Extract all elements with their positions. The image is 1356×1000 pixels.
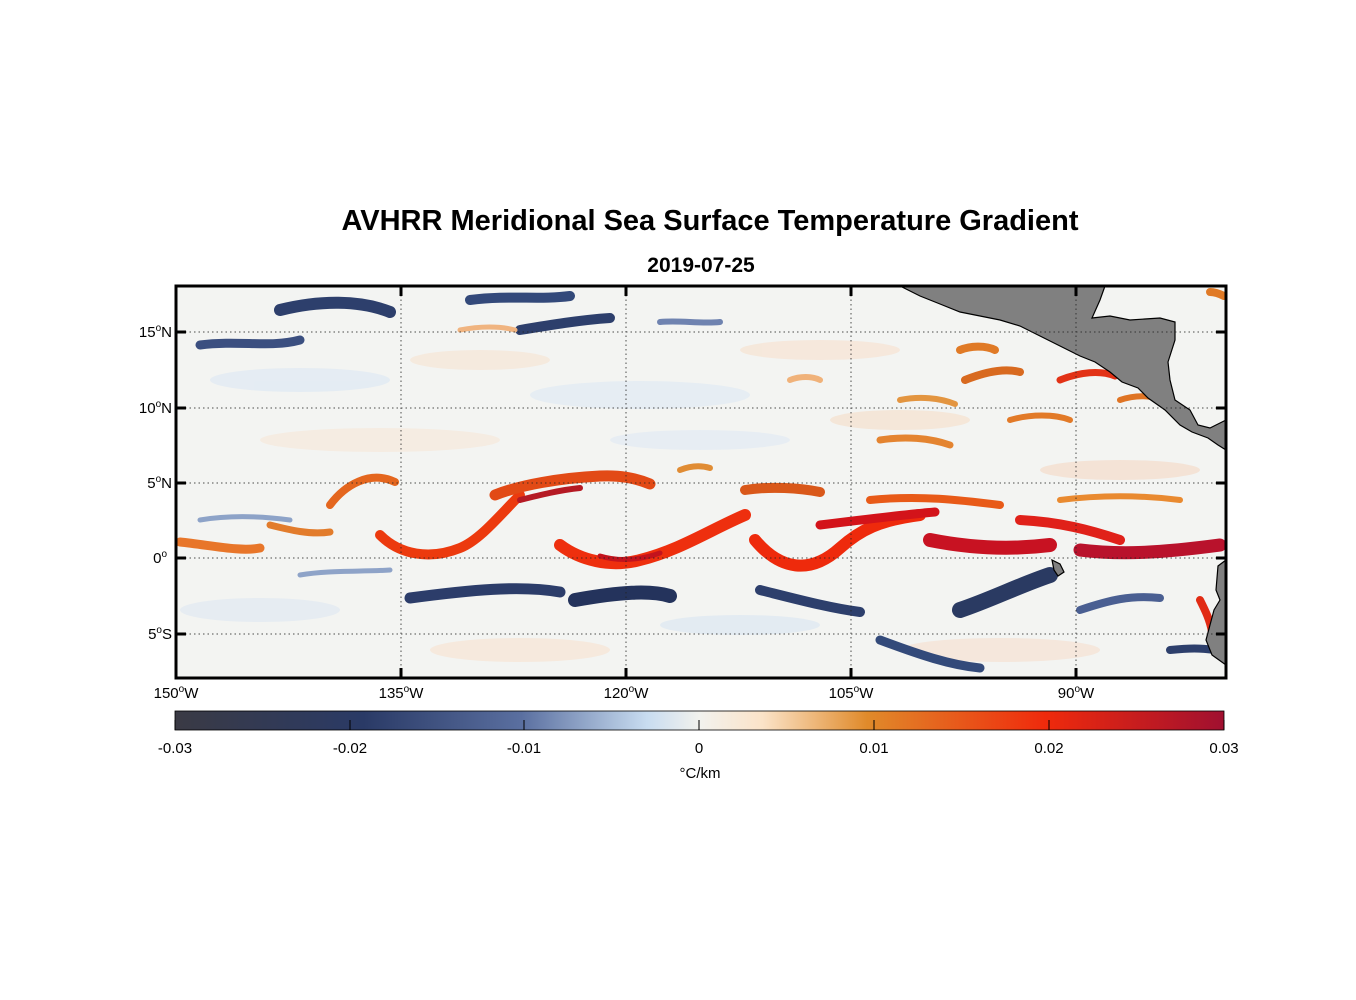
south-america-land: [1205, 559, 1226, 666]
colorbar-tick-label: 0.01: [859, 740, 889, 757]
colorbar-tick-label: -0.02: [332, 740, 368, 757]
colorbar-tick-label: 0.03: [1209, 740, 1239, 757]
lat-label-0: 0o: [153, 549, 167, 567]
lat-label-15n: 15oN: [138, 323, 172, 341]
colorbar-unit-label: °C/km: [679, 765, 721, 782]
lon-label-90w: 90oW: [1057, 684, 1095, 702]
central-america-land: [899, 286, 1226, 451]
figure-date: 2019-07-25: [647, 254, 755, 277]
positive-gradient-features: [176, 288, 1226, 636]
lon-label-120w: 120oW: [603, 684, 649, 702]
lon-label-150w: 150oW: [153, 684, 199, 702]
colorbar-tick-label: -0.01: [506, 740, 542, 757]
plot-area: [176, 286, 1226, 678]
colorbar-ticks: [174, 720, 1225, 730]
lon-label-135w: 135oW: [378, 684, 424, 702]
lat-label-5n: 5oN: [147, 474, 172, 492]
colorbar-tick-label: -0.03: [157, 740, 193, 757]
lat-label-10n: 10oN: [138, 399, 172, 417]
figure-title: AVHRR Meridional Sea Surface Temperature…: [341, 205, 1079, 237]
land-masses: [899, 286, 1226, 666]
background-texture: [180, 340, 1200, 662]
lon-label-105w: 105oW: [828, 684, 874, 702]
negative-gradient-features: [195, 291, 1219, 673]
lat-label-5s: 5oS: [148, 625, 172, 643]
galapagos-islands: [1051, 558, 1065, 577]
colorbar-tick-label: 0: [694, 740, 704, 757]
colorbar-tick-label: 0.02: [1034, 740, 1064, 757]
frame-ticks: [176, 286, 1226, 678]
